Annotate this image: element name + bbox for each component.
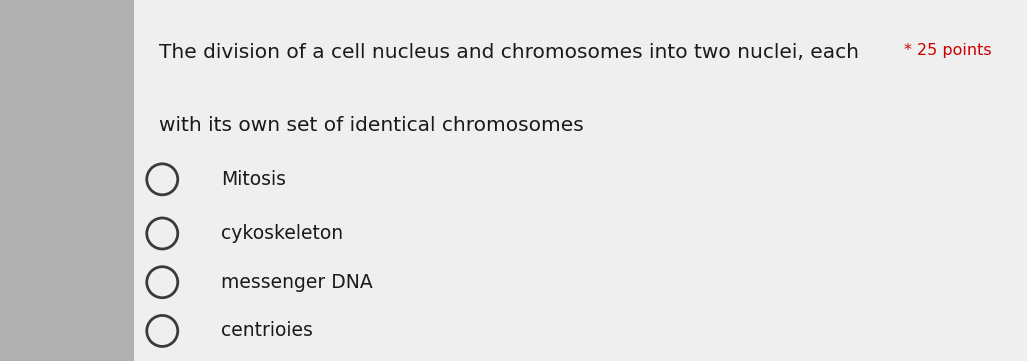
Text: with its own set of identical chromosomes: with its own set of identical chromosome… [159, 116, 584, 135]
Bar [0, 0, 134, 361]
Text: * 25 points: * 25 points [904, 43, 991, 58]
Text: cykoskeleton: cykoskeleton [221, 224, 343, 243]
Text: The division of a cell nucleus and chromosomes into two nuclei, each: The division of a cell nucleus and chrom… [159, 43, 860, 62]
Text: centrioies: centrioies [221, 321, 312, 340]
Text: Mitosis: Mitosis [221, 170, 286, 189]
Bar [134, 0, 1027, 361]
Text: messenger DNA: messenger DNA [221, 273, 373, 292]
